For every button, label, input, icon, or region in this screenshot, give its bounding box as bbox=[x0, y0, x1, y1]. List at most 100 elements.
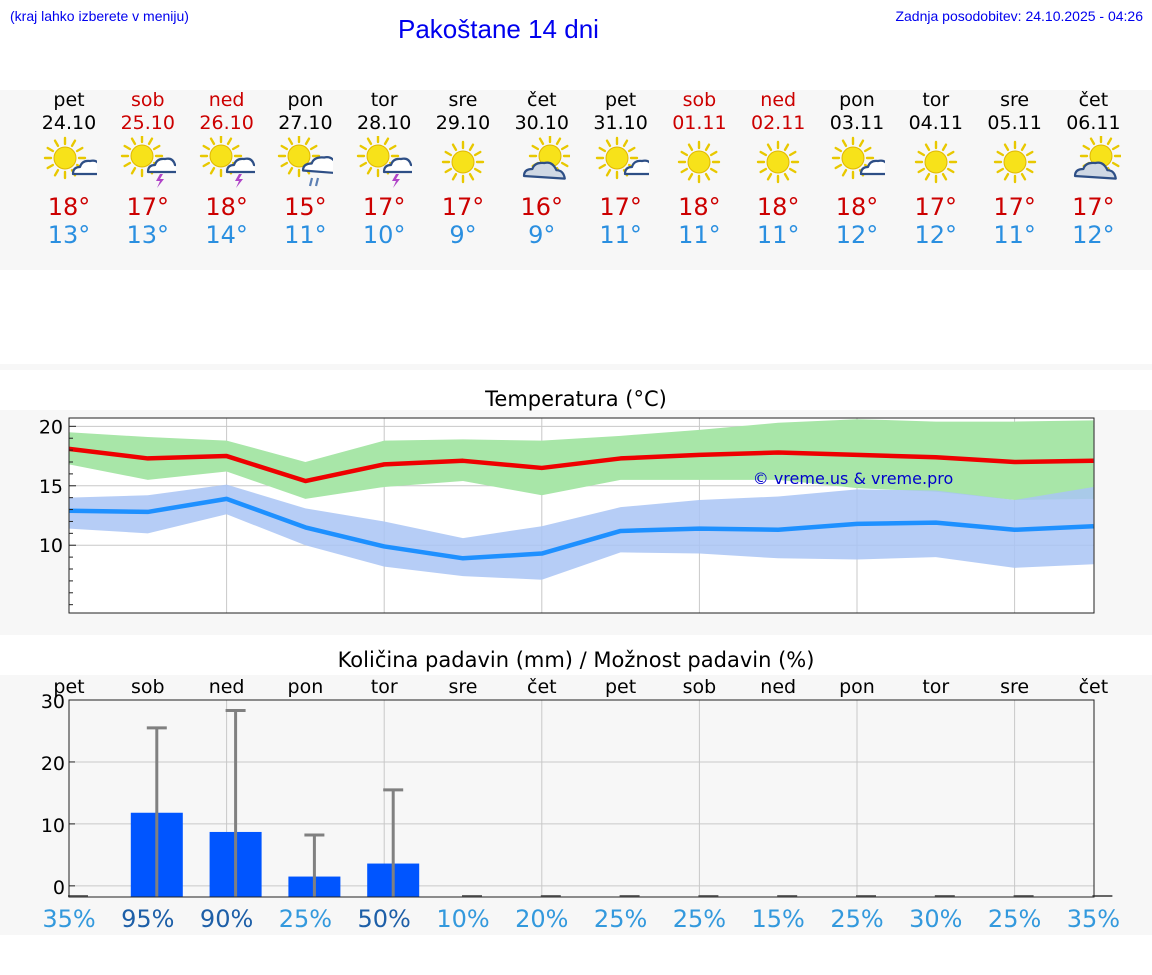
day-name: pon bbox=[287, 89, 324, 111]
day-column: tor 28.10 17° 10° bbox=[345, 88, 423, 249]
day-date: 02.11 bbox=[750, 112, 806, 134]
max-temp-band bbox=[69, 419, 1094, 501]
max-temp: 18° bbox=[678, 193, 721, 221]
last-update: Zadnja posodobitev: 24.10.2025 - 04:26 bbox=[895, 8, 1143, 24]
max-temp: 16° bbox=[520, 193, 564, 221]
day-column: sre 05.11 17° 11° bbox=[976, 88, 1054, 249]
precip-y-tick-label: 10 bbox=[41, 815, 65, 837]
max-temp: 18° bbox=[205, 193, 248, 221]
min-temp-line bbox=[68, 496, 1094, 561]
min-temp: 9° bbox=[449, 221, 477, 249]
precip-day-label: čet bbox=[1079, 676, 1109, 698]
min-temp: 12° bbox=[835, 221, 879, 249]
day-name: ned bbox=[760, 89, 797, 111]
cloud-sun-icon bbox=[1074, 136, 1122, 180]
min-temp: 11° bbox=[993, 221, 1036, 249]
max-temp: 17° bbox=[993, 193, 1036, 221]
sun-thunder-icon bbox=[356, 136, 413, 188]
min-temp: 13° bbox=[47, 221, 91, 249]
day-column: čet 06.11 17° 12° bbox=[1054, 88, 1132, 249]
precip-probability: 10% bbox=[436, 905, 489, 933]
sun-thunder-icon bbox=[120, 136, 176, 188]
location-hint: (kraj lahko izberete v meniju) bbox=[10, 8, 189, 24]
precip-probability: 25% bbox=[830, 905, 883, 933]
day-column: sob 01.11 18° 11° bbox=[660, 88, 738, 249]
precip-day-label: pet bbox=[605, 676, 636, 698]
day-column: pet 24.10 18° 13° bbox=[30, 88, 108, 249]
precip-probability: 35% bbox=[42, 905, 95, 933]
day-column: čet 30.10 16° 9° bbox=[503, 88, 581, 249]
precip-day-label: ned bbox=[760, 676, 796, 698]
sun-icon bbox=[756, 140, 800, 184]
precip-probability: 25% bbox=[279, 905, 332, 933]
sun-icon bbox=[678, 140, 721, 184]
min-temp: 11° bbox=[756, 221, 800, 249]
precip-day-label: ned bbox=[209, 676, 245, 698]
sun-rain-icon bbox=[278, 136, 334, 187]
day-column: ned 26.10 18° 14° bbox=[188, 88, 266, 249]
day-date: 26.10 bbox=[199, 112, 254, 134]
precip-day-label: sob bbox=[131, 676, 165, 698]
sun-cloud-icon bbox=[43, 136, 97, 180]
day-name: tor bbox=[922, 89, 950, 111]
day-name: tor bbox=[370, 89, 398, 111]
min-temp: 12° bbox=[914, 221, 958, 249]
day-date: 01.11 bbox=[672, 112, 727, 134]
min-temp: 13° bbox=[126, 221, 170, 249]
precip-plot-frame bbox=[68, 699, 1095, 898]
day-date: 06.11 bbox=[1066, 112, 1121, 134]
precip-day-label: sre bbox=[1000, 676, 1029, 698]
temp-y-tick-label: 15 bbox=[39, 476, 63, 498]
precip-probability: 35% bbox=[1067, 905, 1120, 933]
precip-probability: 15% bbox=[752, 905, 805, 933]
precip-y-tick-label: 20 bbox=[41, 753, 65, 775]
day-date: 28.10 bbox=[356, 112, 412, 134]
max-temp: 15° bbox=[284, 193, 327, 221]
max-temp-line bbox=[68, 446, 1094, 484]
precip-y-tick-label: 30 bbox=[41, 691, 65, 713]
sun-icon bbox=[993, 140, 1036, 184]
day-date: 05.11 bbox=[987, 112, 1042, 134]
day-name: sre bbox=[1000, 89, 1030, 111]
temperature-chart-title: Temperatura (°C) bbox=[485, 387, 667, 411]
precip-day-label: tor bbox=[922, 676, 949, 698]
watermark: © vreme.us & vreme.pro bbox=[753, 469, 954, 488]
day-name: čet bbox=[1078, 89, 1109, 111]
max-temp: 17° bbox=[126, 193, 170, 221]
precip-day-label: sob bbox=[683, 676, 717, 698]
precip-probability: 25% bbox=[594, 905, 647, 933]
day-name: sob bbox=[682, 89, 717, 111]
precip-day-label: pon bbox=[288, 676, 324, 698]
precip-y-tick-label: 0 bbox=[53, 877, 65, 899]
precip-day-label: tor bbox=[371, 676, 398, 698]
sun-cloud-icon bbox=[595, 136, 649, 180]
day-date: 03.11 bbox=[829, 112, 885, 134]
min-temp: 9° bbox=[528, 221, 556, 249]
max-temp: 17° bbox=[441, 193, 485, 221]
max-temp: 18° bbox=[756, 193, 800, 221]
max-temp: 18° bbox=[47, 193, 91, 221]
day-column: sob 25.10 17° 13° bbox=[109, 88, 187, 249]
day-column: sre 29.10 17° 9° bbox=[424, 88, 502, 249]
day-name: ned bbox=[208, 89, 245, 111]
precip-day-label: sre bbox=[449, 676, 478, 698]
day-name: čet bbox=[527, 89, 557, 111]
precip-probability: 25% bbox=[988, 905, 1041, 933]
max-temp: 17° bbox=[362, 193, 406, 221]
temp-y-tick-label: 20 bbox=[39, 416, 63, 438]
max-temp: 17° bbox=[1072, 193, 1115, 221]
precip-day-label: pet bbox=[53, 676, 84, 698]
day-name: sre bbox=[448, 89, 478, 111]
day-date: 31.10 bbox=[593, 112, 648, 134]
precip-probability: 50% bbox=[358, 905, 411, 933]
precip-probability: 25% bbox=[673, 905, 726, 933]
day-name: pet bbox=[604, 89, 637, 111]
page-title: Pakoštane 14 dni bbox=[398, 14, 599, 44]
precip-probability: 30% bbox=[909, 905, 962, 933]
temp-plot-frame bbox=[68, 417, 1095, 614]
day-date: 29.10 bbox=[435, 112, 491, 134]
min-temp: 14° bbox=[205, 221, 248, 249]
sun-icon bbox=[441, 140, 485, 184]
min-temp: 11° bbox=[284, 221, 327, 249]
